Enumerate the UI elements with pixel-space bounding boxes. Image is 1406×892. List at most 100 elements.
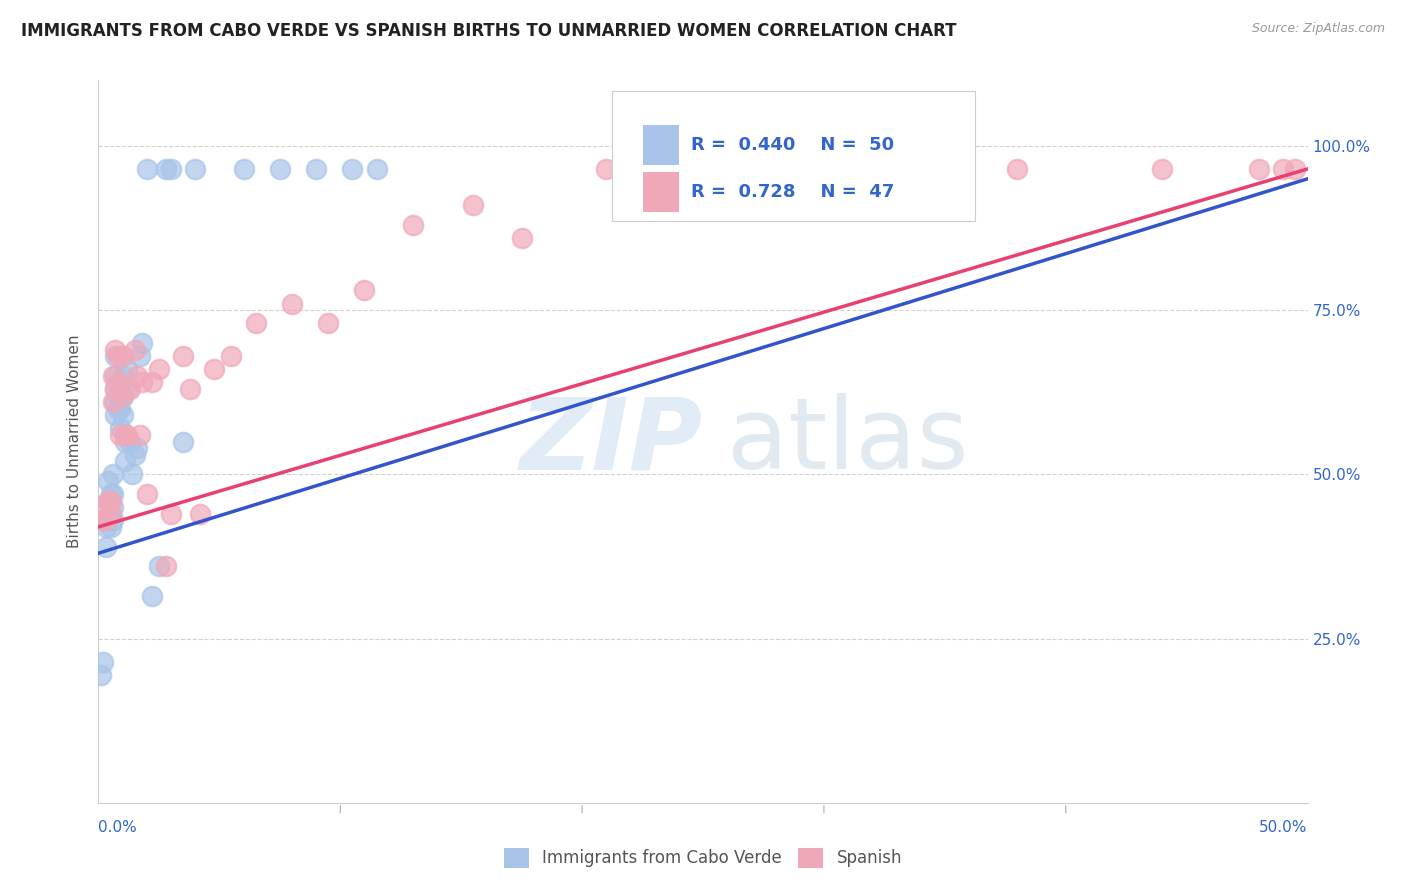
Point — [124, 448, 146, 462]
Point — [107, 388, 129, 402]
Point — [101, 368, 124, 383]
Point — [141, 376, 163, 390]
Point — [1272, 161, 1295, 176]
Point — [127, 441, 149, 455]
Point — [1249, 161, 1271, 176]
Point — [141, 589, 163, 603]
Point — [184, 161, 207, 176]
Point — [124, 343, 146, 357]
Point — [97, 513, 120, 527]
Point — [155, 161, 177, 176]
Point — [117, 382, 139, 396]
FancyBboxPatch shape — [643, 172, 679, 212]
Point — [97, 493, 120, 508]
Point — [117, 362, 139, 376]
Point — [148, 362, 170, 376]
Point — [692, 161, 714, 176]
Text: 50.0%: 50.0% — [1260, 821, 1308, 835]
Point — [94, 520, 117, 534]
Point — [104, 382, 127, 396]
FancyBboxPatch shape — [643, 126, 679, 165]
Point — [121, 467, 143, 482]
Point — [100, 487, 122, 501]
Point — [90, 513, 112, 527]
Point — [188, 507, 211, 521]
Legend: Immigrants from Cabo Verde, Spanish: Immigrants from Cabo Verde, Spanish — [498, 841, 908, 875]
Point — [94, 540, 117, 554]
Point — [160, 507, 183, 521]
Point — [101, 513, 124, 527]
Point — [104, 343, 127, 357]
Point — [108, 428, 131, 442]
Point — [97, 474, 120, 488]
Point — [269, 161, 291, 176]
Point — [172, 434, 194, 449]
Point — [111, 388, 134, 402]
Text: ZIP: ZIP — [520, 393, 703, 490]
Point — [281, 296, 304, 310]
Point — [402, 218, 425, 232]
Point — [108, 382, 131, 396]
Point — [131, 336, 153, 351]
Point — [100, 520, 122, 534]
Point — [111, 388, 134, 402]
Point — [100, 493, 122, 508]
Point — [179, 382, 201, 396]
Point — [127, 368, 149, 383]
Point — [837, 161, 859, 176]
Point — [114, 428, 136, 442]
Point — [104, 409, 127, 423]
Point — [100, 507, 122, 521]
Point — [100, 507, 122, 521]
Point — [111, 368, 134, 383]
Point — [114, 434, 136, 449]
Point — [510, 231, 533, 245]
Point — [118, 382, 141, 396]
Point — [90, 667, 112, 681]
Point — [366, 161, 388, 176]
Text: IMMIGRANTS FROM CABO VERDE VS SPANISH BIRTHS TO UNMARRIED WOMEN CORRELATION CHAR: IMMIGRANTS FROM CABO VERDE VS SPANISH BI… — [21, 22, 956, 40]
Point — [108, 401, 131, 416]
Point — [91, 500, 114, 515]
Point — [131, 376, 153, 390]
Point — [104, 368, 127, 383]
Text: R =  0.440    N =  50: R = 0.440 N = 50 — [690, 136, 894, 154]
Point — [111, 349, 134, 363]
Point — [172, 349, 194, 363]
Point — [463, 198, 485, 212]
Point — [114, 454, 136, 468]
Point — [135, 487, 157, 501]
Point — [160, 161, 183, 176]
Point — [118, 434, 141, 449]
Text: Source: ZipAtlas.com: Source: ZipAtlas.com — [1251, 22, 1385, 36]
Text: 0.0%: 0.0% — [98, 821, 138, 835]
Point — [104, 349, 127, 363]
Point — [101, 467, 124, 482]
Point — [232, 161, 254, 176]
Point — [1284, 161, 1306, 176]
Point — [108, 421, 131, 435]
Point — [148, 559, 170, 574]
Point — [305, 161, 328, 176]
Point — [91, 655, 114, 669]
Point — [117, 428, 139, 442]
Point — [107, 376, 129, 390]
Point — [101, 500, 124, 515]
Point — [101, 487, 124, 501]
Point — [128, 428, 150, 442]
Point — [111, 409, 134, 423]
FancyBboxPatch shape — [613, 91, 976, 221]
Point — [204, 362, 226, 376]
Point — [1007, 161, 1029, 176]
Point — [107, 349, 129, 363]
Point — [101, 395, 124, 409]
Point — [135, 161, 157, 176]
Point — [155, 559, 177, 574]
Point — [94, 513, 117, 527]
Point — [342, 161, 364, 176]
Point — [595, 161, 617, 176]
Point — [245, 316, 267, 330]
Point — [1152, 161, 1174, 176]
Y-axis label: Births to Unmarried Women: Births to Unmarried Women — [67, 334, 83, 549]
Text: atlas: atlas — [727, 393, 969, 490]
